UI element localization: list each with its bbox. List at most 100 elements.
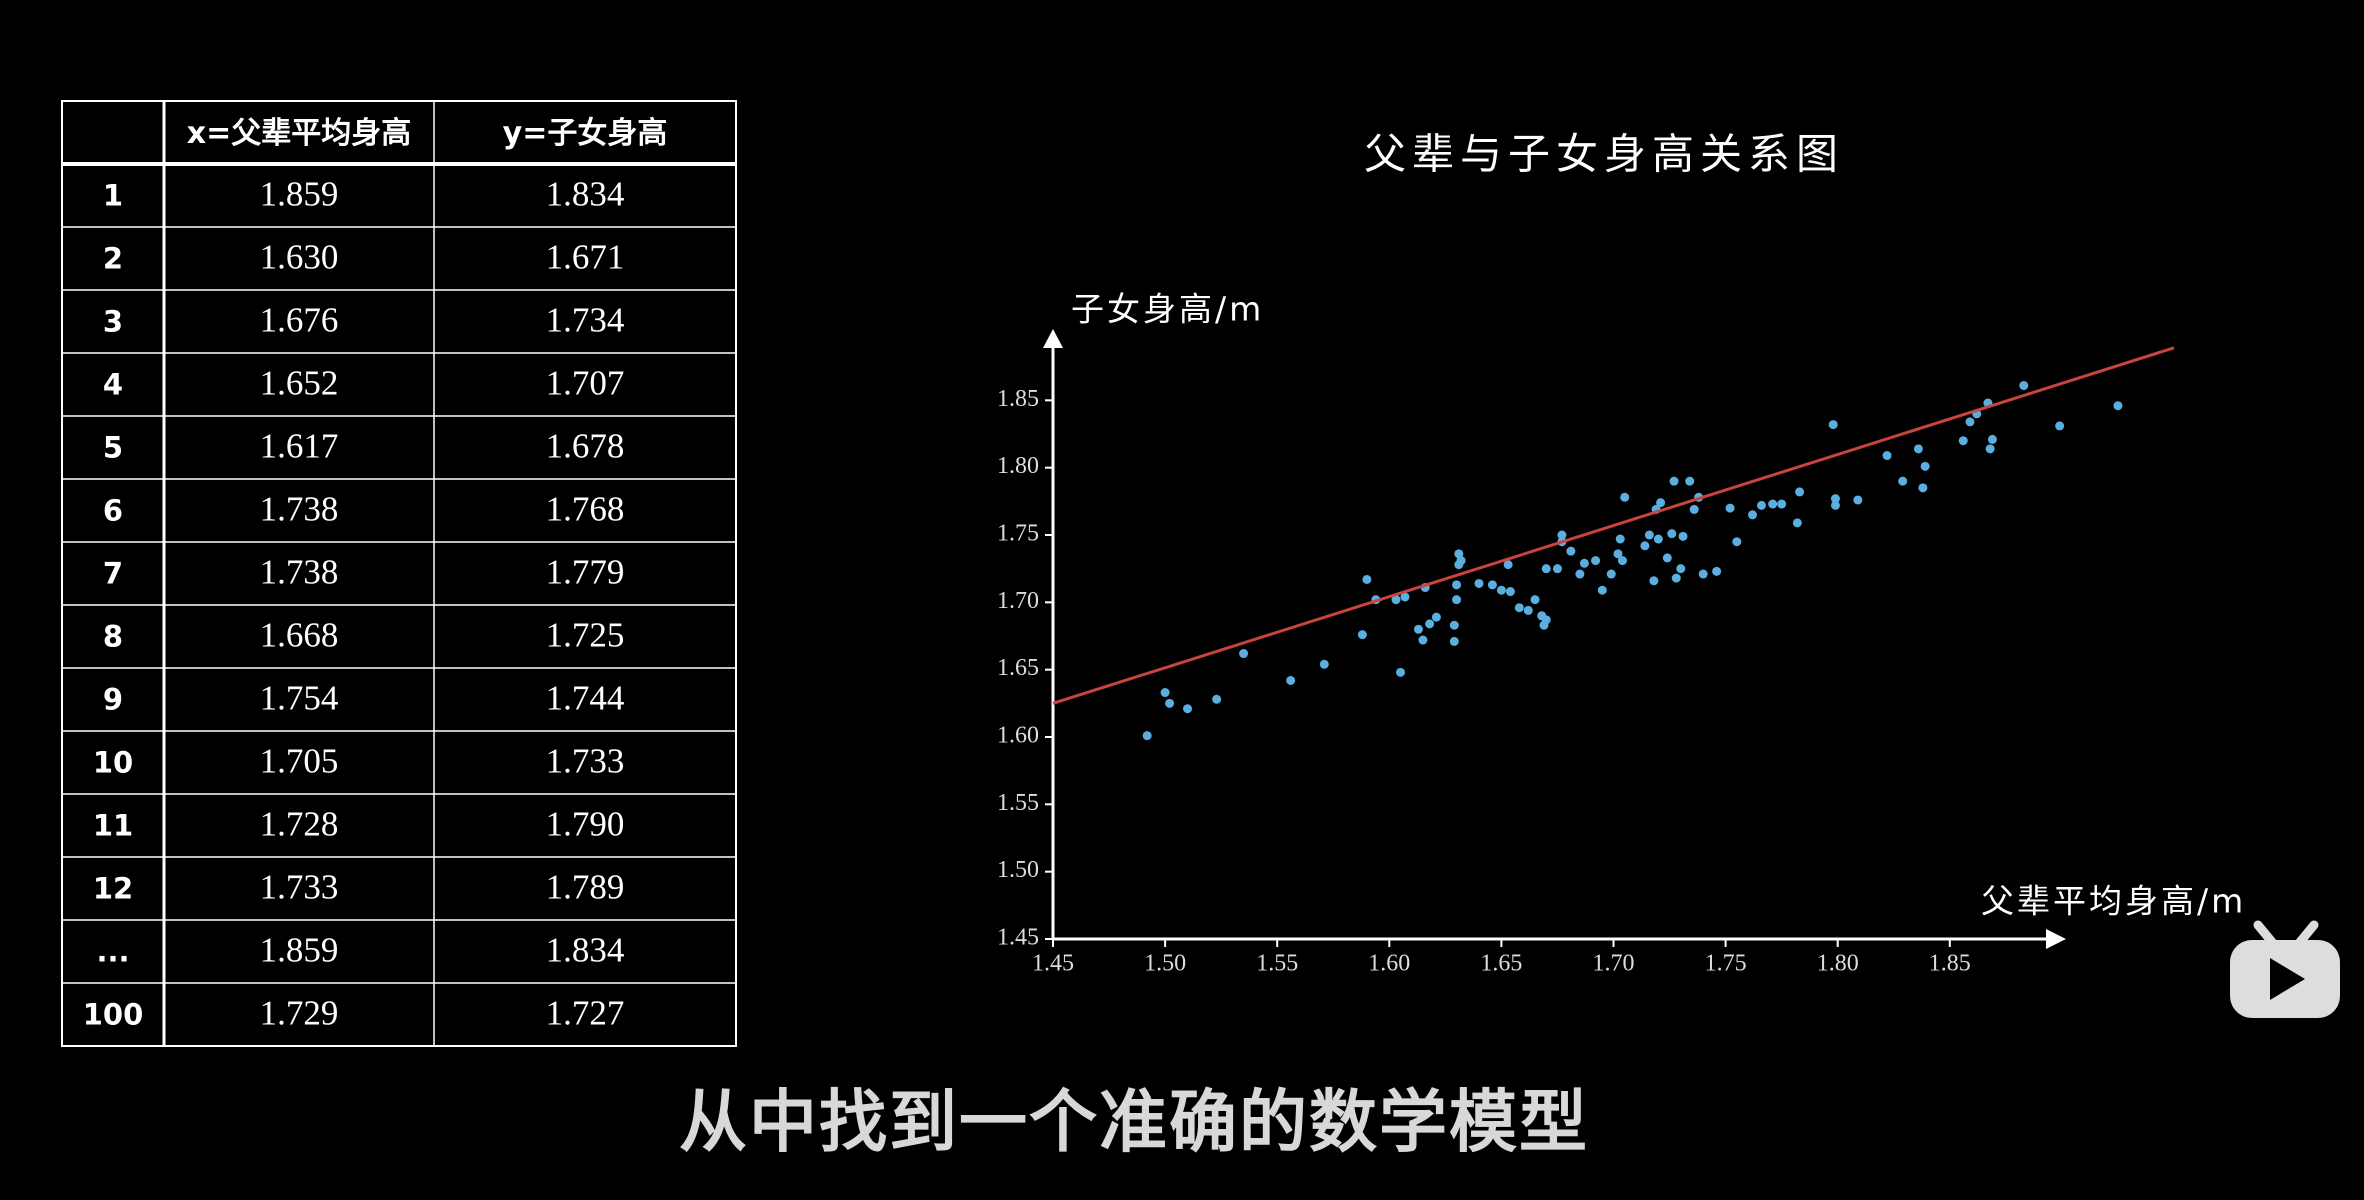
x-tick-label: 1.70: [1593, 951, 1635, 977]
table-cell: 1.617: [260, 427, 339, 466]
point: [1685, 476, 1695, 486]
point: [1830, 500, 1840, 510]
y-tick-label: 1.75: [997, 521, 1039, 547]
table-cell: 1.729: [260, 994, 339, 1033]
point: [1698, 569, 1708, 579]
point: [1748, 510, 1758, 520]
point: [1617, 556, 1627, 566]
x-tick-label: 1.65: [1480, 951, 1522, 977]
point: [1712, 566, 1722, 576]
point: [2055, 421, 2065, 431]
point: [1732, 537, 1742, 547]
table-cell: 1.790: [546, 805, 625, 844]
row-index: 7: [103, 557, 123, 591]
point: [1362, 574, 1372, 584]
point: [1160, 688, 1170, 698]
row-index: 10: [93, 746, 133, 780]
table-cell: 1.859: [260, 175, 339, 214]
table-cell: 1.668: [260, 616, 339, 655]
point: [1828, 420, 1838, 430]
point: [1552, 564, 1562, 574]
column-header: y=子女身高: [503, 116, 668, 151]
x-tick-label: 1.80: [1817, 951, 1859, 977]
point: [1676, 564, 1686, 574]
point: [1649, 576, 1659, 586]
point: [1541, 564, 1551, 574]
row-index: 5: [103, 431, 123, 465]
point: [1613, 549, 1623, 559]
x-axis-label: 父辈平均身高/m: [1981, 882, 2246, 921]
point: [1777, 499, 1787, 509]
table-cell: 1.676: [260, 301, 339, 340]
row-index: 100: [83, 998, 144, 1032]
point: [1985, 444, 1995, 454]
point: [1530, 595, 1540, 605]
y-tick-label: 1.55: [997, 790, 1039, 816]
point: [1487, 580, 1497, 590]
point: [1391, 595, 1401, 605]
fit-line: [1052, 346, 2175, 705]
table-cell: 1.789: [546, 868, 625, 907]
point: [1725, 503, 1735, 513]
point: [1987, 434, 1997, 444]
table-cell: 1.734: [546, 301, 625, 340]
y-tick-label: 1.85: [997, 386, 1039, 412]
row-index: 3: [103, 305, 123, 339]
table-cell: 1.728: [260, 805, 339, 844]
point: [1212, 694, 1222, 704]
point: [1514, 603, 1524, 613]
x-tick-label: 1.85: [1929, 951, 1971, 977]
point: [1918, 483, 1928, 493]
point: [1792, 518, 1802, 528]
row-index: 2: [103, 242, 123, 276]
table-cell: 1.834: [546, 931, 625, 970]
table-cell: 1.630: [260, 238, 339, 277]
point: [1452, 595, 1462, 605]
point: [1503, 560, 1513, 570]
table-cell: 1.779: [546, 553, 625, 592]
logo-play: [2270, 958, 2305, 1000]
table-cell: 1.727: [546, 994, 625, 1033]
table-border: [61, 100, 737, 1047]
point: [1913, 444, 1923, 454]
point: [1640, 541, 1650, 551]
row-index: 6: [103, 494, 123, 528]
x-tick-label: 1.60: [1368, 951, 1410, 977]
table-cell: 1.671: [546, 238, 625, 277]
point: [1656, 498, 1666, 508]
point: [1795, 487, 1805, 497]
point: [1579, 558, 1589, 568]
bilibili-logo: [2230, 920, 2340, 1018]
point: [1597, 585, 1607, 595]
point: [1756, 500, 1766, 510]
point: [1418, 635, 1428, 645]
row-index: ...: [96, 935, 129, 969]
table-cell: 1.733: [260, 868, 339, 907]
x-tick-label: 1.75: [1705, 951, 1747, 977]
point: [1496, 585, 1506, 595]
chart-title: 父辈与子女身高关系图: [1364, 130, 1844, 179]
table-cell: 1.725: [546, 616, 625, 655]
point: [1505, 587, 1515, 597]
point: [1142, 731, 1152, 741]
point: [1449, 636, 1459, 646]
point: [1357, 630, 1367, 640]
point: [1620, 492, 1630, 502]
point: [1606, 569, 1616, 579]
x-axis-arrow: [2046, 929, 2066, 949]
point: [1319, 659, 1329, 669]
y-tick-label: 1.60: [997, 723, 1039, 749]
y-tick-label: 1.50: [997, 857, 1039, 883]
row-index: 12: [93, 872, 133, 906]
point: [1591, 556, 1601, 566]
caption: 从中找到一个准确的数学模型: [679, 1084, 1589, 1163]
row-index: 9: [103, 683, 123, 717]
point: [1541, 615, 1551, 625]
point: [1566, 546, 1576, 556]
point: [1183, 704, 1193, 714]
column-header: x=父辈平均身高: [187, 116, 412, 151]
point: [1239, 649, 1249, 659]
point: [1474, 578, 1484, 588]
row-index: 1: [103, 179, 123, 213]
table-cell: 1.738: [260, 553, 339, 592]
